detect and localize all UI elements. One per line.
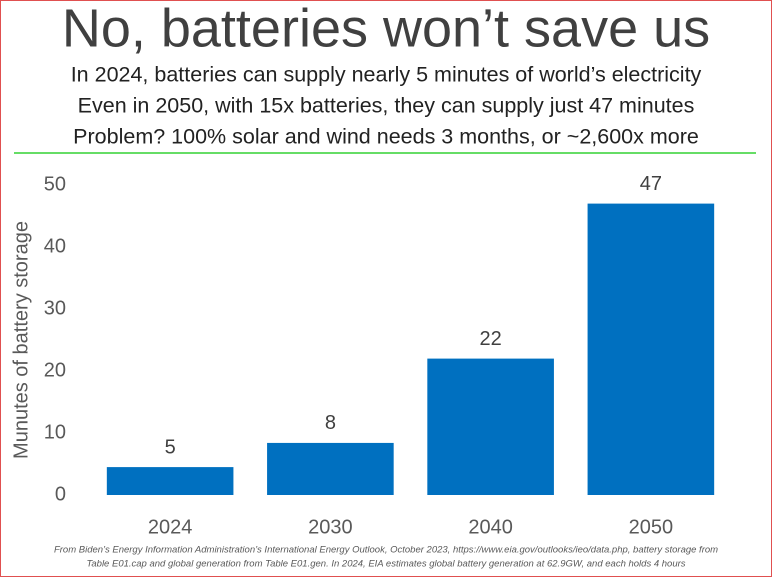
footnote: Table E01.cap and global generation from… bbox=[86, 559, 685, 570]
subtitle: Problem? 100% solar and wind needs 3 mon… bbox=[73, 125, 699, 149]
y-axis-label: Munutes of battery storage bbox=[10, 221, 32, 459]
value-label: 8 bbox=[325, 412, 336, 434]
value-label: 5 bbox=[165, 436, 176, 458]
x-tick-label: 2050 bbox=[629, 516, 674, 538]
y-tick-label: 20 bbox=[44, 359, 66, 381]
value-label: 22 bbox=[480, 328, 502, 350]
y-tick-label: 0 bbox=[55, 483, 66, 505]
footnote: From Biden’s Energy Information Administ… bbox=[54, 545, 718, 556]
chart-title: No, batteries won’t save us bbox=[62, 0, 710, 58]
x-tick-label: 2040 bbox=[468, 516, 513, 538]
bar bbox=[427, 358, 554, 495]
subtitle: Even in 2050, with 15x batteries, they c… bbox=[78, 94, 695, 118]
x-tick-label: 2030 bbox=[308, 516, 353, 538]
y-tick-label: 10 bbox=[44, 421, 66, 443]
y-tick-label: 50 bbox=[44, 173, 66, 195]
y-tick-label: 30 bbox=[44, 297, 66, 319]
subtitle: In 2024, batteries can supply nearly 5 m… bbox=[71, 63, 702, 87]
value-label: 47 bbox=[640, 173, 662, 195]
bar bbox=[587, 203, 715, 495]
x-tick-label: 2024 bbox=[148, 516, 193, 538]
y-tick-label: 40 bbox=[44, 235, 66, 257]
bar bbox=[106, 467, 234, 495]
bar bbox=[267, 442, 394, 495]
